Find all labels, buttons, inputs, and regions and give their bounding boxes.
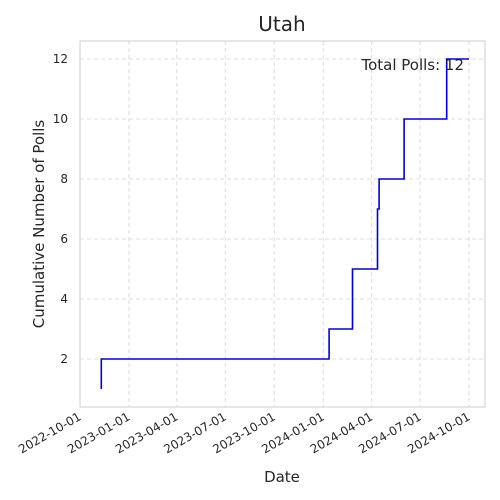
series-layer: [100, 58, 469, 389]
y-axis-label: Cumulative Number of Polls: [30, 120, 48, 329]
total-polls-annotation: Total Polls: 12: [360, 56, 464, 74]
x-axis-label: Date: [264, 468, 300, 486]
y-tick-label-1: 4: [60, 292, 68, 306]
plot-frame: [79, 40, 486, 408]
y-tick-labels: 2 4 6 8 10 12: [53, 52, 68, 366]
y-tick-label-0: 2: [60, 352, 68, 366]
x-tick-labels: 2022-10-012023-01-012023-04-012023-07-01…: [16, 409, 472, 456]
grid-lines: [79, 41, 485, 407]
chart-title: Utah: [258, 12, 305, 36]
y-tick-label-3: 8: [60, 172, 68, 186]
series-line-0: [100, 58, 469, 389]
y-tick-label-2: 6: [60, 232, 68, 246]
y-tick-label-4: 10: [53, 112, 68, 126]
y-tick-label-5: 12: [53, 52, 68, 66]
